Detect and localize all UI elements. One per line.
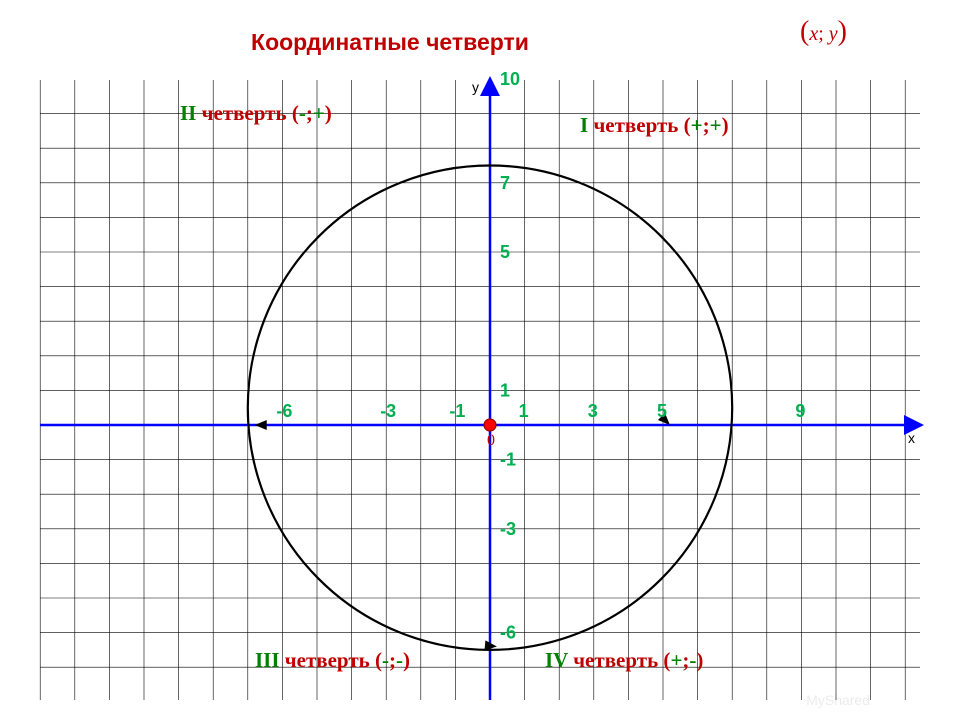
x-tick-label: -1 <box>449 401 465 421</box>
x-tick-label: 5 <box>657 401 667 421</box>
origin-label: 0 <box>487 432 495 449</box>
quadrant-label: I четверть (+;+) <box>580 113 729 137</box>
y-tick-label: 5 <box>500 242 510 262</box>
direction-arrow <box>255 420 267 430</box>
y-tick-label: -3 <box>500 519 516 539</box>
y-axis-label: y <box>472 79 479 95</box>
coordinate-quadrants-diagram: -6-3-1135910751-1-3-6 II четверть (-;+)I… <box>0 0 960 720</box>
quadrant-label: IV четверть (+;-) <box>545 648 703 672</box>
x-axis-label: x <box>908 430 915 446</box>
x-tick-label: -3 <box>380 401 396 421</box>
diagram-title: Координатные четверти <box>251 29 529 55</box>
x-tick-label: 3 <box>588 401 598 421</box>
y-tick-label: 7 <box>500 173 510 193</box>
x-tick-label: 1 <box>519 401 529 421</box>
quadrant-label: II четверть (-;+) <box>180 101 332 125</box>
grid <box>40 80 920 700</box>
axes <box>40 80 920 700</box>
x-tick-label: 9 <box>795 401 805 421</box>
x-tick-label: -6 <box>276 401 292 421</box>
quadrant-labels: II четверть (-;+) I четверть (+;+) III чет… <box>180 101 729 672</box>
y-tick-label: 10 <box>500 69 520 89</box>
origin-point <box>484 419 496 431</box>
y-tick-label: 1 <box>500 380 510 400</box>
direction-arrows <box>255 413 674 651</box>
y-tick-label: -6 <box>500 623 516 643</box>
watermark: MyShared <box>806 692 870 708</box>
coordinate-formula: (x; y) <box>800 16 847 47</box>
quadrant-label: III четверть (-;-) <box>255 648 410 672</box>
y-tick-label: -1 <box>500 450 516 470</box>
